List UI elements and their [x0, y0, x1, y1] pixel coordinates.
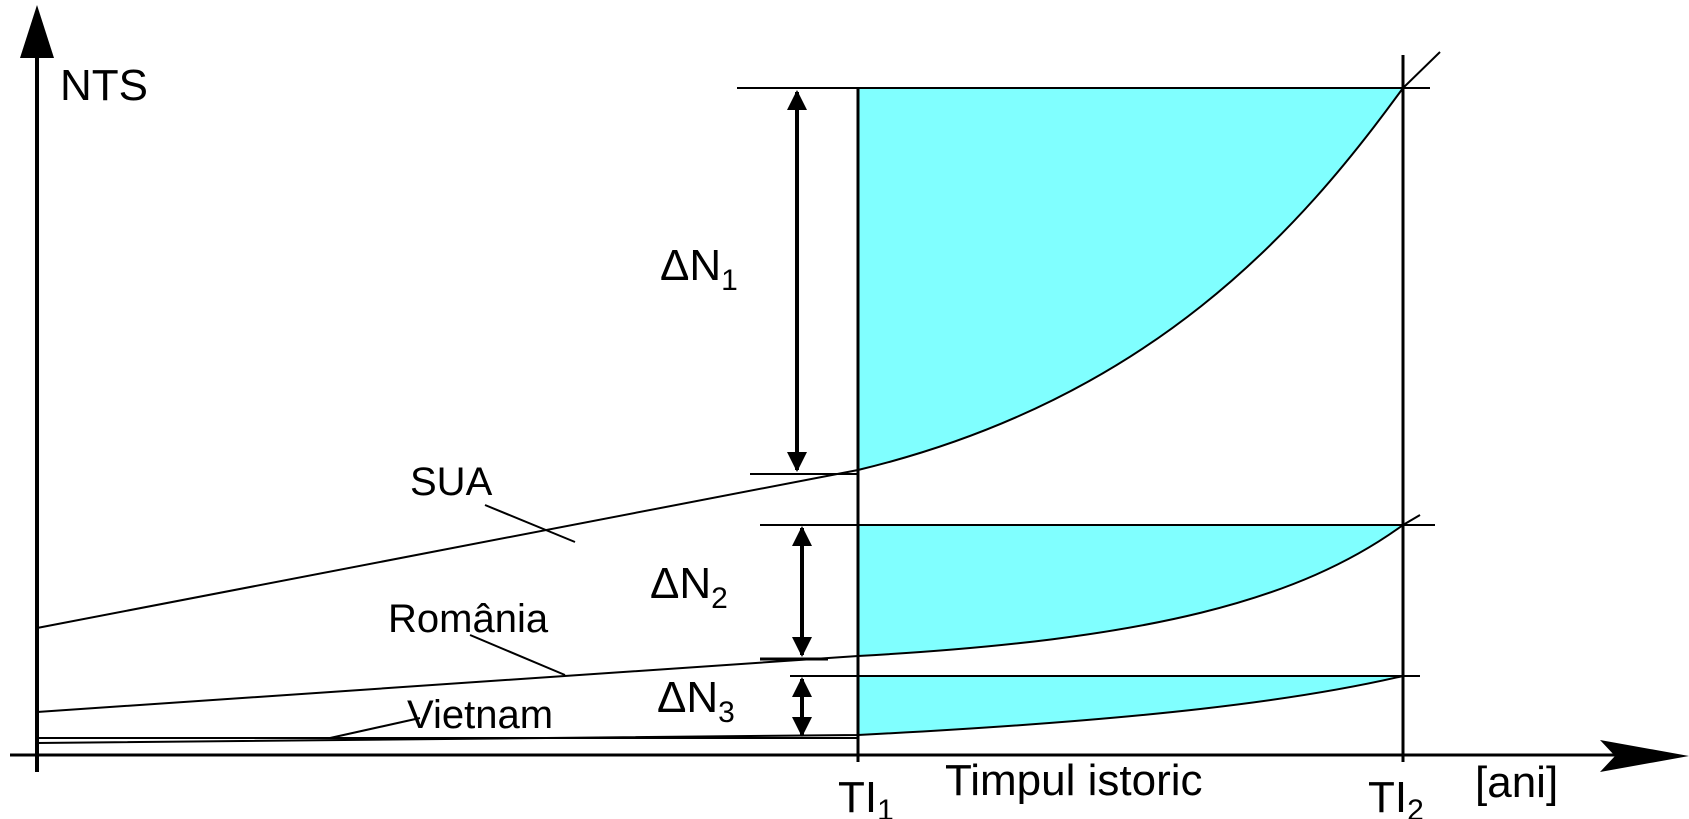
- tick-ti1: TI1: [838, 773, 894, 819]
- gap-area-romania: [858, 525, 1403, 656]
- label-usa: SUA: [410, 460, 493, 504]
- curve-romania: [36, 514, 1421, 713]
- leader-romania: [469, 634, 566, 676]
- label-romania: România: [388, 597, 549, 641]
- x-axis-label: Timpul istoric: [945, 756, 1203, 805]
- gap-area-vietnam: [858, 676, 1403, 735]
- y-axis-label: NTS: [60, 61, 148, 110]
- x-axis-unit: [ani]: [1475, 758, 1558, 807]
- curve-usa: [36, 51, 1441, 629]
- x-axis-arrow: [1600, 740, 1689, 772]
- label-dn2: ΔN2: [650, 559, 728, 615]
- leader-vietnam: [329, 717, 421, 739]
- label-dn3: ΔN3: [657, 673, 735, 729]
- label-vietnam: Vietnam: [407, 693, 553, 737]
- curve-vietnam: [36, 675, 1404, 744]
- leader-usa: [484, 504, 576, 543]
- label-dn1: ΔN1: [660, 241, 738, 297]
- tick-ti2: TI2: [1368, 773, 1424, 819]
- gap-area-usa: [858, 88, 1403, 470]
- y-axis-arrow: [20, 5, 54, 58]
